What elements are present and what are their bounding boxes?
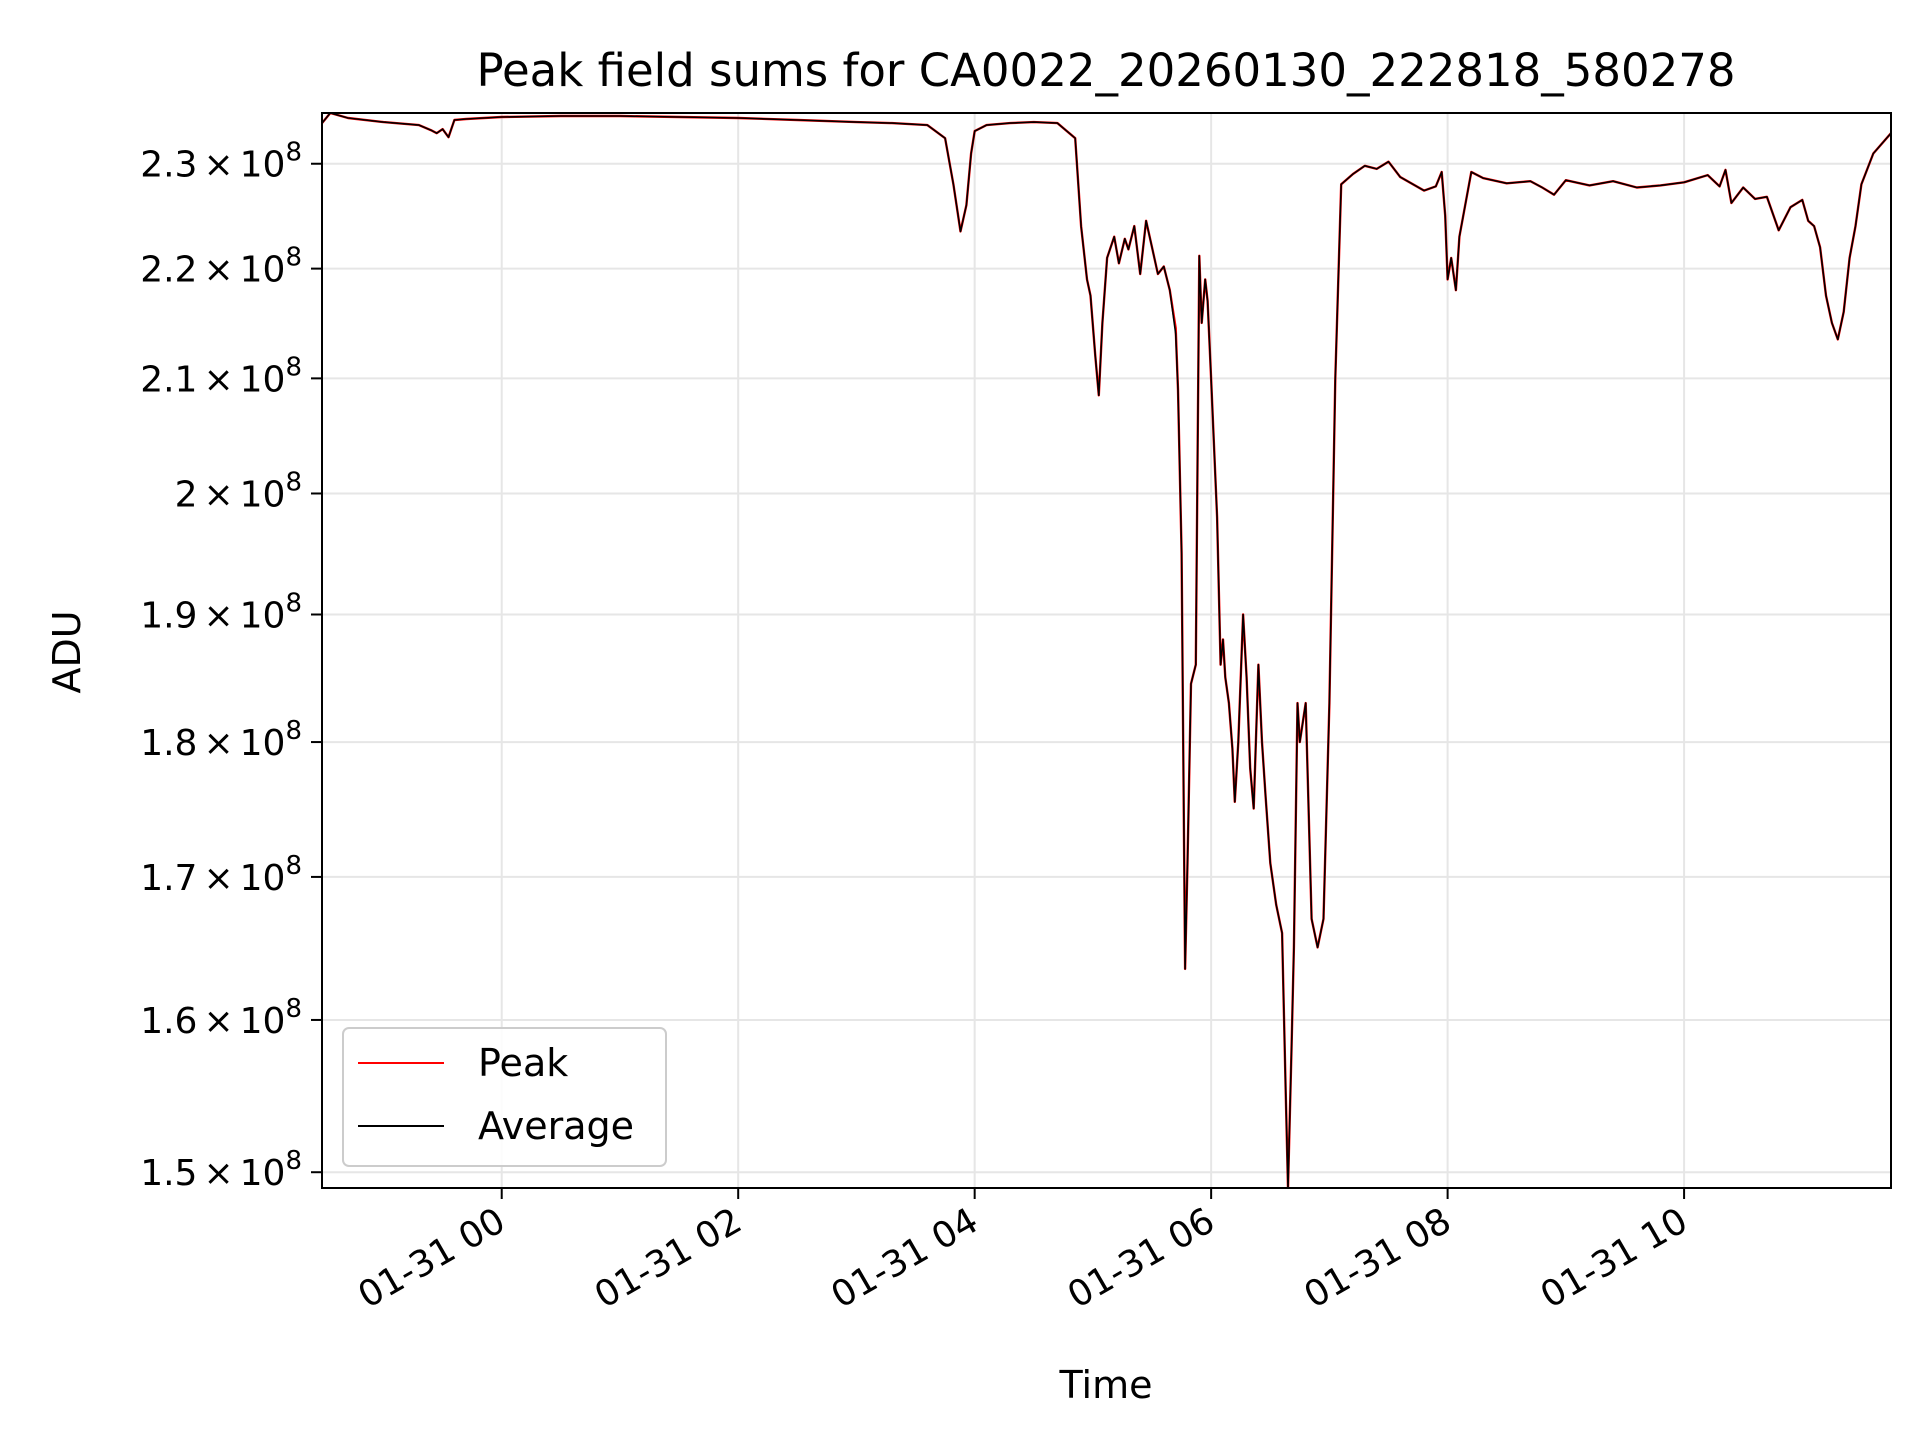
plot-frame [321,112,1892,1189]
x-gridlines [500,113,1686,1188]
y-tick-base: 10 [240,858,286,899]
y-tick-times: × [203,145,233,186]
y-tick-base: 10 [240,596,286,637]
y-tick-exponent: 8 [285,1146,302,1176]
y-tick-times: × [203,250,233,291]
y-tick-mantissa: 1.7 [140,858,197,899]
y-tick-label: 1.7 × 108 [140,851,302,899]
y-tick-times: × [203,1153,233,1194]
y-tick-label: 1.9 × 108 [140,589,302,637]
y-tick-mantissa: 1.8 [140,723,197,764]
y-tick-times: × [203,1001,233,1042]
chart-title: Peak field sums for CA0022_20260130_2228… [476,44,1735,97]
y-tick-exponent: 8 [285,243,302,273]
y-tick-mantissa: 1.9 [140,596,197,637]
y-tick-exponent: 8 [285,352,302,382]
y-tick-mantissa: 2 [175,474,198,515]
y-tick-label: 2.1 × 108 [140,352,302,400]
series-average-line [322,113,1891,1188]
y-tick-label: 2.2 × 108 [140,243,302,291]
legend-peak-label: Peak [478,1041,568,1085]
y-tick-exponent: 8 [285,716,302,746]
y-axis-label: ADU [45,610,89,693]
y-tick-mantissa: 2.1 [140,359,197,400]
y-tick-mantissa: 1.6 [140,1001,197,1042]
y-gridlines [322,162,1891,1174]
y-tick-base: 10 [240,250,286,291]
x-axis-label: Time [1059,1363,1153,1407]
y-tick-times: × [203,723,233,764]
plot-area [322,113,1891,1188]
y-tick-exponent: 8 [285,994,302,1024]
y-tick-label: 1.8 × 108 [140,716,302,764]
y-tick-base: 10 [240,1001,286,1042]
y-tick-base: 10 [240,723,286,764]
legend: Peak Average [342,1027,667,1167]
y-tick-exponent: 8 [285,851,302,881]
y-tick-times: × [203,596,233,637]
y-tick-base: 10 [240,474,286,515]
y-tick-mantissa: 2.2 [140,250,197,291]
series-lines [322,113,1891,1188]
y-tick-label: 1.5 × 108 [140,1146,302,1194]
y-tick-base: 10 [240,1153,286,1194]
y-tick-exponent: 8 [285,467,302,497]
y-tick-base: 10 [240,359,286,400]
y-tick-base: 10 [240,145,286,186]
y-tick-times: × [203,474,233,515]
y-tick-exponent: 8 [285,138,302,168]
y-tick-mantissa: 2.3 [140,145,197,186]
y-tick-times: × [203,359,233,400]
legend-average-label: Average [478,1104,634,1148]
y-tick-label: 2 × 108 [175,467,302,515]
y-tick-label: 1.6 × 108 [140,994,302,1042]
y-tick-mantissa: 1.5 [140,1153,197,1194]
y-tick-times: × [203,858,233,899]
y-tick-label: 2.3 × 108 [140,138,302,186]
y-tick-exponent: 8 [285,589,302,619]
